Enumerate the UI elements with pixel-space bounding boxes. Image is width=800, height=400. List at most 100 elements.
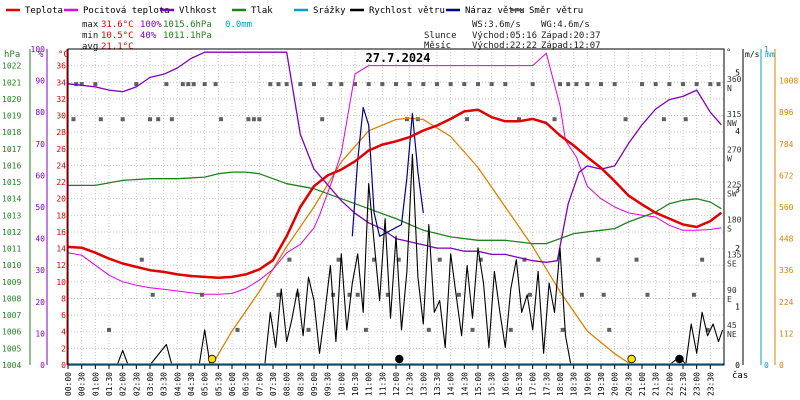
- wind-direction-dot: [579, 292, 584, 297]
- wind-direction-dot: [251, 117, 256, 122]
- marker-sunrise: [207, 354, 217, 364]
- x-tick-label: 08:00: [283, 372, 292, 396]
- wind-direction-dot: [219, 117, 224, 122]
- wind-direction-dot: [596, 257, 601, 262]
- wind-direction-dot: [199, 292, 204, 297]
- wind-direction-dot: [530, 82, 535, 87]
- wind-direction-dot: [527, 292, 532, 297]
- legend-label: Rychlost větru: [369, 6, 445, 16]
- legend-label: Směr větru: [529, 6, 583, 16]
- wind-direction-dot: [667, 82, 672, 87]
- wind-direction-dot: [156, 117, 161, 122]
- marker-moonset: [395, 354, 404, 364]
- x-tick-label: 11:30: [378, 372, 387, 396]
- tick-label-hpa: 1011: [2, 245, 21, 254]
- tick-label-hpa: 1017: [2, 145, 21, 154]
- series-line-1: [67, 52, 722, 295]
- x-tick-label: 14:30: [460, 372, 469, 396]
- wind-direction-dot: [552, 117, 557, 122]
- wind-direction-dot: [191, 82, 196, 87]
- wind-direction-dot: [470, 327, 475, 332]
- axis-unit-temp: °C: [58, 50, 69, 60]
- x-tick-label: 22:30: [679, 372, 688, 396]
- wind-direction-dot: [306, 327, 311, 332]
- wind-direction-dot: [120, 117, 125, 122]
- tick-label-temp: 2: [61, 344, 66, 353]
- tick-label-solar: 1008: [779, 77, 798, 86]
- x-tick-label: 17:00: [529, 372, 538, 396]
- stats-min-hum: 40%: [140, 31, 157, 41]
- tick-label-direction: 90: [727, 286, 737, 295]
- tick-label-direction: 225: [727, 180, 742, 189]
- x-tick-label: 10:00: [337, 372, 346, 396]
- tick-label-temp: 20: [56, 195, 66, 204]
- wind-direction-dot: [508, 327, 513, 332]
- stats-max-temp: 31.6°C: [101, 20, 134, 30]
- tick-label-solar: 0: [779, 361, 784, 370]
- tick-label-hpa: 1015: [2, 178, 21, 187]
- wind-direction-dot: [612, 82, 617, 87]
- wind-direction-dot: [180, 82, 185, 87]
- tick-label-wind: 5: [735, 68, 740, 77]
- wind-direction-dot: [353, 82, 357, 87]
- tick-label-solar: 448: [779, 235, 794, 244]
- tick-label-direction-compass: NW: [727, 119, 737, 128]
- tick-label-hpa: 1012: [2, 228, 21, 237]
- x-tick-label: 02:00: [119, 372, 128, 396]
- x-tick-label: 14:00: [447, 372, 456, 396]
- right-axes: 45NE90E135SE180S225SW270W315NW360N012345…: [727, 45, 798, 370]
- x-tick-label: 17:30: [542, 372, 551, 396]
- x-tick-label: 07:30: [269, 372, 278, 396]
- info-sunset: Západ:20:37: [541, 31, 601, 41]
- info-ws: WS:3.6m/s: [472, 20, 521, 30]
- info-moonset: Západ:12:07: [541, 41, 601, 51]
- legend-label: Vlhkost: [179, 6, 217, 16]
- x-tick-label: 03:00: [146, 372, 155, 396]
- tick-label-hpa: 1009: [2, 278, 21, 287]
- wind-direction-dot: [435, 82, 439, 87]
- stats-avg-label: avg: [82, 42, 98, 52]
- wind-direction-dot: [560, 327, 565, 332]
- sun-moon-markers: [207, 354, 684, 364]
- wind-direction-dot: [235, 327, 240, 332]
- info-wg: WG:4.6m/s: [541, 20, 590, 30]
- x-tick-label: 16:00: [501, 372, 510, 396]
- tick-label-hpa: 1021: [2, 78, 21, 87]
- x-tick-label: 12:30: [406, 372, 415, 396]
- tick-label-solar: 896: [779, 108, 794, 117]
- x-tick-label: 19:30: [597, 372, 606, 396]
- wind-direction-dot: [71, 117, 76, 122]
- wind-direction-dot: [372, 257, 377, 262]
- info-sun-label: Slunce: [424, 31, 457, 41]
- tick-label-temp: 8: [61, 294, 66, 303]
- legend-label: Teplota: [25, 6, 63, 16]
- tick-label-temp: 34: [56, 78, 66, 87]
- axis-unit-hpa: hPa: [4, 50, 20, 60]
- wind-direction-dot: [456, 292, 461, 297]
- x-tick-label: 04:30: [187, 372, 196, 396]
- tick-label-direction-compass: NE: [727, 330, 737, 339]
- tick-label-direction-compass: E: [727, 295, 732, 304]
- axis-unit-wind: m/s: [745, 50, 760, 59]
- wind-direction-dot: [476, 82, 480, 87]
- info-block: WS:3.6m/s WG:4.6m/s Slunce Východ:05:16 …: [424, 20, 601, 51]
- wind-direction-dot: [396, 257, 401, 262]
- x-tick-label: 00:30: [78, 372, 87, 396]
- tick-label-temp: 10: [56, 278, 66, 287]
- tick-label-temp: 24: [56, 161, 66, 170]
- stats-max-rain: 0.0mm: [225, 20, 252, 30]
- tick-label-wind: 3: [735, 185, 740, 194]
- wind-direction-dot: [585, 82, 590, 87]
- wind-direction-dot: [339, 82, 344, 87]
- x-tick-label: 21:00: [638, 372, 647, 396]
- tick-label-percent: 90: [35, 77, 45, 86]
- tick-label-direction-compass: S: [727, 225, 732, 234]
- wind-direction-dot: [169, 117, 174, 122]
- stats-avg-temp: 21.1°C: [101, 42, 134, 52]
- wind-direction-dot: [93, 82, 98, 87]
- tick-label-solar: 560: [779, 203, 794, 212]
- x-tick-label: 22:00: [665, 372, 674, 396]
- wind-direction-dot: [287, 257, 292, 262]
- tick-label-hpa: 1014: [2, 195, 21, 204]
- tick-label-percent: 20: [35, 298, 45, 307]
